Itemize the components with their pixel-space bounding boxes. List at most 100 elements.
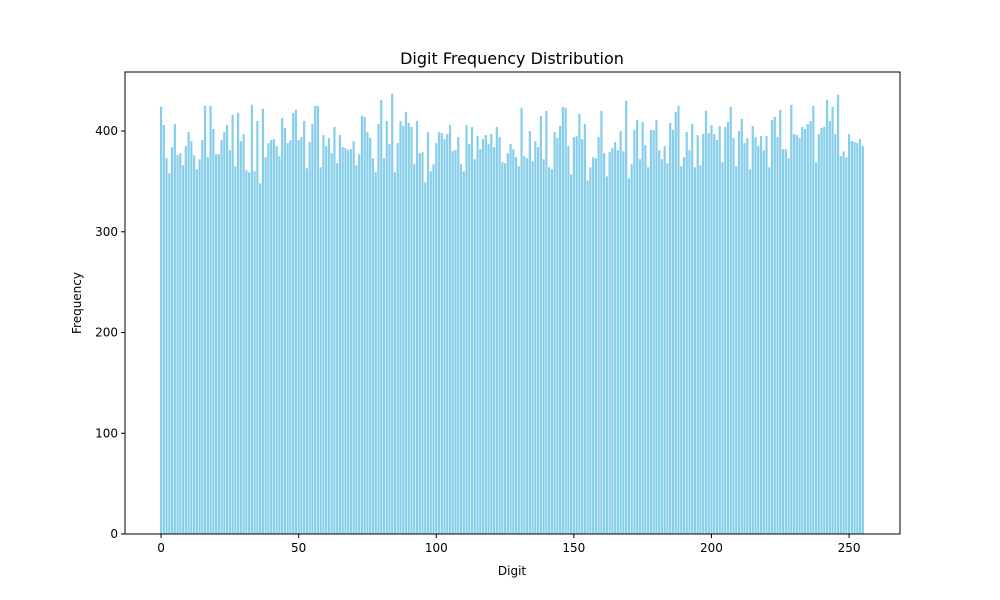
bar [685, 132, 688, 534]
bar [393, 172, 397, 534]
bar [514, 157, 518, 534]
bar [592, 157, 595, 534]
bar [253, 171, 256, 535]
bar [396, 143, 399, 534]
bar [305, 168, 309, 534]
bar [380, 99, 383, 534]
bar [278, 156, 281, 535]
bar [660, 159, 664, 534]
bar [201, 140, 204, 534]
bar [391, 93, 394, 535]
bar [669, 122, 672, 534]
bar [300, 137, 303, 535]
bar [237, 112, 240, 534]
bar [583, 123, 586, 535]
bar [369, 138, 372, 534]
bar [250, 104, 253, 535]
bar [476, 136, 479, 534]
bar [534, 141, 537, 535]
bar [228, 150, 231, 534]
bar [492, 147, 496, 534]
bar [718, 125, 721, 535]
bar [165, 158, 168, 535]
bar [179, 153, 182, 534]
bar [245, 170, 248, 534]
bar [259, 183, 262, 534]
bar [451, 151, 454, 534]
bar [559, 125, 562, 535]
bar [699, 165, 702, 534]
bar [415, 120, 419, 534]
x-tick-label: 100 [425, 541, 448, 555]
bar [743, 143, 746, 534]
bar [283, 128, 286, 534]
bar [798, 138, 801, 534]
bar [248, 172, 251, 534]
bar [586, 180, 589, 534]
bar [836, 94, 840, 535]
plot-frame [124, 71, 901, 535]
bar [842, 151, 845, 534]
bar [437, 132, 441, 534]
bar [715, 140, 719, 534]
x-tick-label: 200 [700, 541, 723, 555]
bar [349, 149, 353, 534]
bar [181, 165, 185, 534]
bar [536, 147, 540, 534]
bar [173, 123, 176, 535]
bar [671, 130, 675, 534]
bar [479, 149, 482, 534]
bar [710, 124, 713, 535]
bar [831, 106, 834, 535]
y-tick-label: 200 [95, 326, 118, 340]
bar [627, 178, 631, 534]
bar [696, 135, 699, 535]
bar [847, 134, 851, 534]
bar [553, 132, 556, 534]
bar [429, 171, 432, 535]
bar [206, 157, 209, 534]
bar [567, 146, 570, 534]
bar [432, 164, 435, 534]
bar [740, 118, 743, 534]
bar [630, 164, 633, 534]
bar [688, 150, 691, 534]
bar [614, 142, 617, 534]
bar [674, 111, 677, 535]
bar [484, 135, 487, 535]
bar [220, 140, 223, 534]
bar [550, 169, 553, 535]
bar [707, 133, 710, 534]
bar [212, 129, 215, 534]
bar [338, 135, 342, 535]
bar [327, 138, 331, 534]
bar [517, 166, 520, 534]
bar [845, 157, 848, 534]
bar [468, 144, 471, 534]
bar [270, 140, 273, 534]
x-tick-label: 0 [157, 541, 165, 555]
bar [858, 139, 862, 535]
bar [757, 146, 760, 534]
bar [853, 142, 856, 534]
bar [589, 167, 592, 535]
bar [506, 153, 509, 534]
bar [203, 105, 207, 534]
bar [358, 154, 361, 535]
bar [520, 107, 523, 534]
bar [377, 123, 380, 535]
bar [594, 158, 597, 535]
bar [839, 156, 842, 535]
bar [440, 133, 443, 534]
bar [616, 150, 620, 534]
bar [501, 162, 504, 534]
bar [556, 138, 559, 534]
bar [424, 182, 427, 534]
bar [748, 169, 752, 535]
bar [462, 171, 465, 535]
bar [776, 137, 779, 535]
bar [542, 159, 545, 534]
bar [192, 155, 196, 534]
bar [795, 135, 798, 535]
bar [311, 123, 314, 535]
